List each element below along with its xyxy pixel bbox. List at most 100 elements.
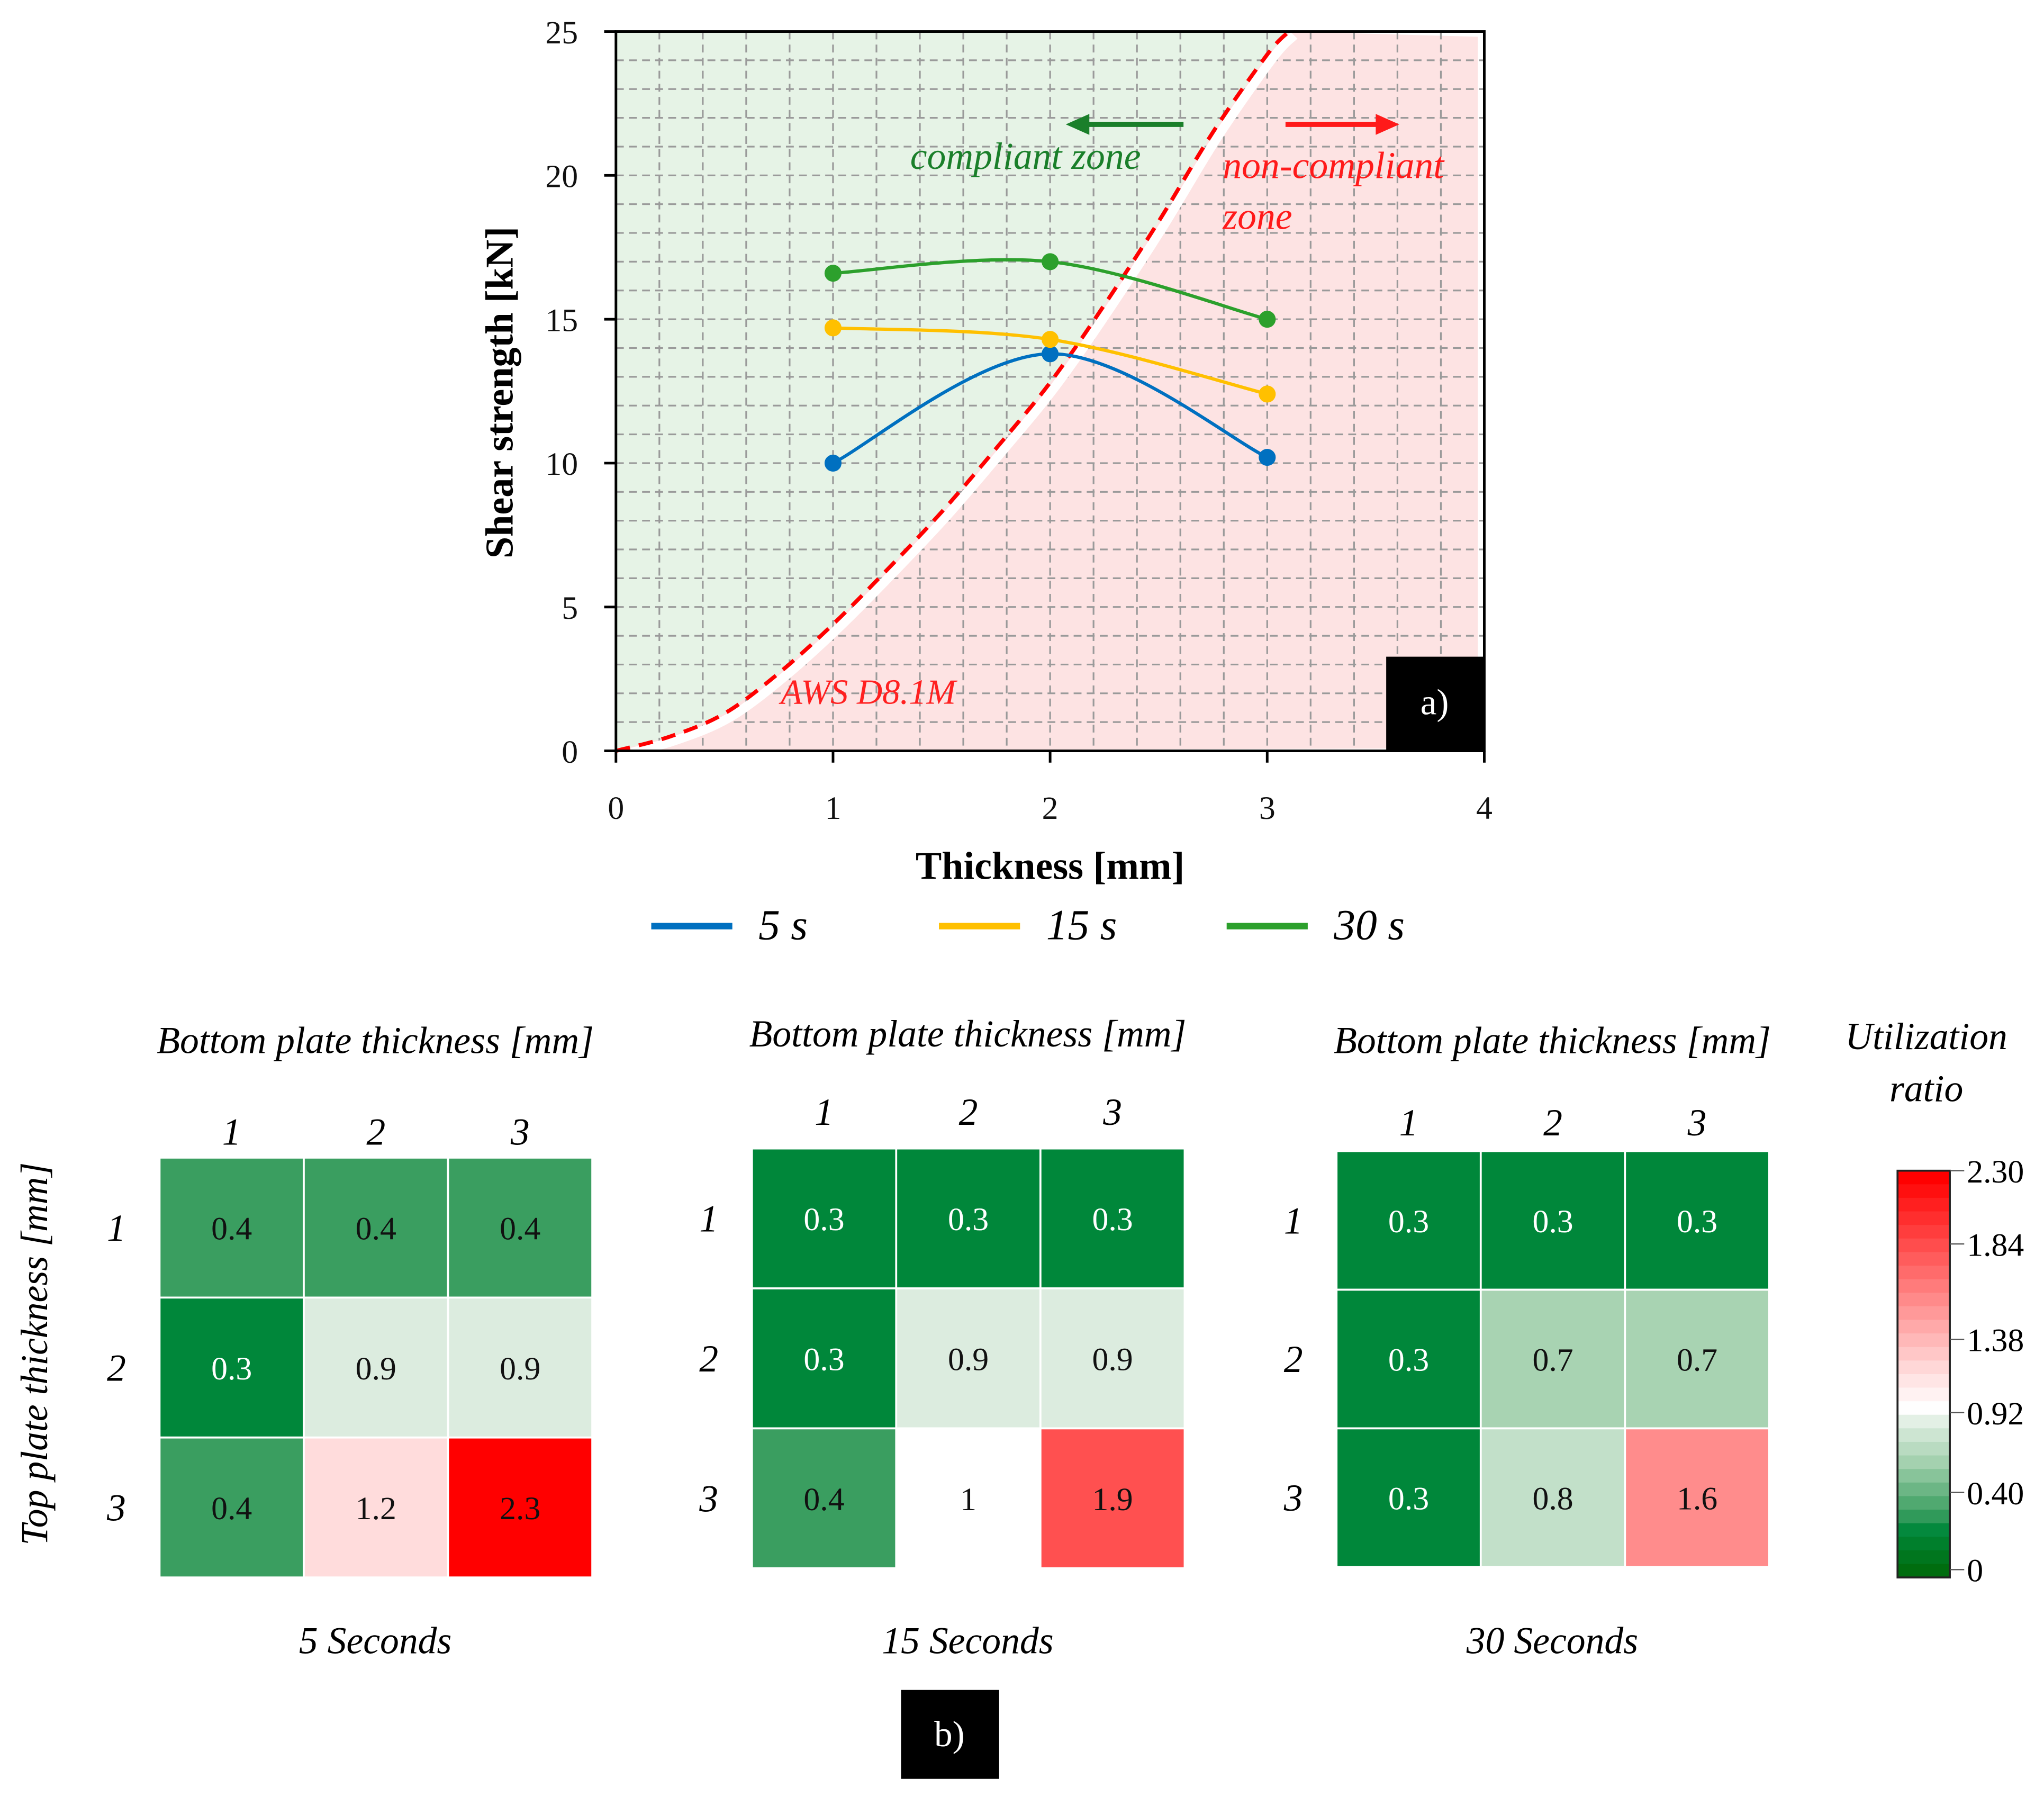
- colorbar-step: [1897, 1550, 1950, 1565]
- x-tick-label: 2: [1042, 790, 1059, 826]
- aws-label: AWS D8.1M: [779, 673, 957, 712]
- y-tick-label: 25: [545, 15, 578, 51]
- cell-value: 0.9: [356, 1351, 396, 1387]
- arrow-right-icon: [1285, 114, 1399, 135]
- cell-value: 0.3: [1388, 1204, 1429, 1240]
- panel-a-label-box: [1386, 656, 1485, 751]
- colorbar-step: [1897, 1564, 1950, 1578]
- cell-value: 1.2: [356, 1491, 396, 1527]
- colorbar-step: [1897, 1347, 1950, 1361]
- cell-value: 1.9: [1092, 1482, 1133, 1518]
- panel-a-label: a): [1421, 681, 1449, 722]
- cell-value: 0.8: [1532, 1481, 1573, 1517]
- heatmap-cell: [1039, 1147, 1186, 1289]
- colorbar-step: [1897, 1496, 1950, 1511]
- row-label: 1: [1284, 1200, 1303, 1242]
- x-tick-label: 0: [608, 790, 624, 826]
- aws-curve-halo: [620, 32, 1298, 760]
- colorbar-tick-label: 0.40: [1967, 1476, 2024, 1512]
- cell-value: 2.3: [500, 1491, 540, 1527]
- heatmap-cell: [1335, 1288, 1482, 1430]
- column-label: 3: [510, 1111, 530, 1153]
- heatmap-cell: [303, 1296, 449, 1439]
- heatmap-cell: [447, 1296, 593, 1439]
- colorbar-step: [1897, 1279, 1950, 1294]
- row-label: 1: [699, 1198, 718, 1240]
- row-label: 1: [107, 1207, 126, 1249]
- cell-value: 1: [960, 1482, 976, 1518]
- heatmap-cell: [895, 1287, 1042, 1430]
- colorbar-step: [1897, 1537, 1950, 1551]
- x-tick-label: 4: [1476, 790, 1493, 826]
- heatmap-cell: [1039, 1427, 1186, 1569]
- colorbar-step: [1897, 1225, 1950, 1240]
- colorbar-step: [1897, 1469, 1950, 1484]
- colorbar-tick-label: 1.38: [1967, 1323, 2024, 1359]
- column-label: 3: [1102, 1091, 1122, 1133]
- y-tick-label: 20: [545, 159, 578, 195]
- series-5s: [824, 345, 1276, 472]
- legend-label: 30 s: [1333, 900, 1405, 949]
- colorbar-tick-label: 2.30: [1967, 1154, 2024, 1190]
- heatmap-x-title: Bottom plate thickness [mm]: [1334, 1019, 1771, 1061]
- heatmap-cell: [447, 1157, 593, 1299]
- heatmap-y-axis-title: Top plate thickness [mm]: [14, 1162, 56, 1546]
- x-axis-title: Thickness [mm]: [916, 845, 1185, 888]
- heatmap-caption: 30 Seconds: [1466, 1620, 1638, 1662]
- data-point: [1042, 345, 1059, 363]
- data-point: [824, 265, 842, 282]
- legend-item: 30 s: [1226, 900, 1405, 949]
- heatmap-caption: 15 Seconds: [882, 1620, 1053, 1662]
- colorbar-step: [1897, 1184, 1950, 1199]
- colorbar-tick-label: 0.92: [1967, 1396, 2024, 1432]
- compliant-zone-fill: [616, 31, 1289, 751]
- colorbar-step: [1897, 1360, 1950, 1375]
- heatmap-cell: [1624, 1427, 1770, 1568]
- heatmap-cell: [750, 1287, 898, 1430]
- colorbar-step: [1897, 1387, 1950, 1402]
- heatmap-cell: [895, 1427, 1042, 1569]
- heatmap-cell: [1479, 1150, 1626, 1291]
- column-label: 2: [366, 1111, 385, 1153]
- cell-value: 0.3: [803, 1202, 844, 1238]
- cell-value: 0.9: [1092, 1341, 1133, 1377]
- colorbar-step: [1897, 1414, 1950, 1429]
- data-point: [824, 319, 842, 337]
- cell-value: 0.3: [1388, 1481, 1429, 1517]
- row-label: 2: [1284, 1339, 1303, 1380]
- cell-value: 0.3: [803, 1341, 844, 1377]
- colorbar-step: [1897, 1293, 1950, 1307]
- data-point: [1259, 311, 1276, 328]
- colorbar-step: [1897, 1428, 1950, 1443]
- data-point: [1259, 385, 1276, 403]
- colorbar-step: [1897, 1211, 1950, 1226]
- colorbar-step: [1897, 1441, 1950, 1457]
- colorbar-step: [1897, 1238, 1950, 1253]
- colorbar-step: [1897, 1197, 1950, 1213]
- colorbar-tick-label: 0: [1967, 1553, 1983, 1589]
- colorbar-title-1: Utilization: [1845, 1016, 2007, 1058]
- cell-value: 0.4: [356, 1211, 396, 1247]
- row-label: 3: [699, 1478, 718, 1520]
- heatmap-2: Bottom plate thickness [mm] 1 1 2 2 3 3 0.3 0.3 0…: [699, 1013, 1186, 1662]
- column-label: 1: [222, 1111, 241, 1153]
- colorbar-title-2: ratio: [1889, 1068, 1963, 1110]
- colorbar-step: [1897, 1252, 1950, 1267]
- legend: 5 s 15 s 30 s: [651, 900, 1405, 949]
- data-point: [1042, 253, 1059, 270]
- colorbar-step: [1897, 1374, 1950, 1389]
- x-tick-label: 1: [825, 790, 842, 826]
- row-label: 2: [699, 1338, 718, 1380]
- heatmap-cell: [447, 1436, 593, 1578]
- cell-value: 0.3: [1388, 1342, 1429, 1378]
- colorbar-step: [1897, 1170, 1950, 1185]
- heatmap-cell: [158, 1296, 305, 1439]
- column-label: 1: [815, 1091, 834, 1133]
- colorbar-step: [1897, 1482, 1950, 1497]
- colorbar-step: [1897, 1265, 1950, 1280]
- colorbar: 2.30 1.84 1.38 0.92 0.40 0: [1896, 1154, 2024, 1589]
- y-tick-label: 10: [545, 446, 578, 482]
- row-label: 3: [1283, 1477, 1303, 1519]
- noncompliant-zone-label-2: zone: [1222, 196, 1292, 238]
- series-30s: [824, 253, 1276, 328]
